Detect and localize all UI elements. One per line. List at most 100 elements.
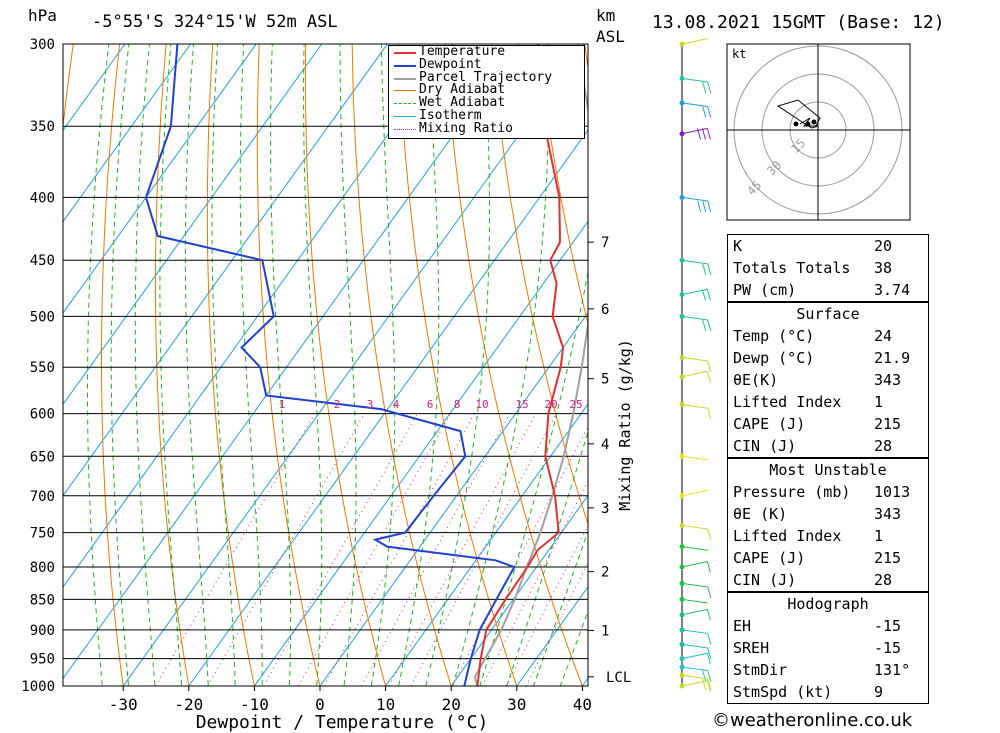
temperature-line xyxy=(476,44,565,686)
mixing-ratio-label: 4 xyxy=(393,398,400,411)
x-tick-label: -30 xyxy=(109,695,138,714)
chart-legend: Temperature Dewpoint Parcel Trajectory D… xyxy=(388,45,585,139)
wind-barb-shaft xyxy=(681,561,708,568)
dry-adiabat-line xyxy=(101,44,124,686)
wind-barb-flag xyxy=(696,128,701,140)
pressure-tick-label: 1000 xyxy=(21,679,55,695)
plot-area: 1 2 3 4 6 8 10 15 20 25 xyxy=(63,7,1000,712)
wet-adiabat-line xyxy=(506,430,588,686)
wind-barb-flag xyxy=(707,408,712,420)
wind-barb-shaft xyxy=(681,629,708,634)
wind-barb-shaft xyxy=(681,259,708,265)
wind-barb-shaft xyxy=(681,524,708,530)
wet-adiabat-line xyxy=(270,44,292,686)
km-tick-label: 6 xyxy=(601,302,609,318)
km-tick-label: 5 xyxy=(601,372,609,388)
x-tick-label: -20 xyxy=(174,695,203,714)
pressure-tick-label: 800 xyxy=(30,560,55,576)
wind-barb-flag xyxy=(706,289,711,301)
mixing-ratio-label: 10 xyxy=(475,398,488,411)
wind-barb-flag xyxy=(702,263,707,275)
wind-barb-flag xyxy=(697,200,702,213)
x-tick-label: 0 xyxy=(315,695,325,714)
wind-barb-shaft xyxy=(681,315,708,321)
km-tick-label: 3 xyxy=(601,501,609,517)
km-tick-label: LCL xyxy=(606,670,631,686)
wind-barb-flag xyxy=(706,609,711,621)
legend-item: Wet Adiabat xyxy=(389,96,584,110)
wet-adiabat-line xyxy=(398,44,440,686)
dewpoint-line xyxy=(144,44,516,686)
mixing-ratio-label: 15 xyxy=(515,398,528,411)
dry-adiabat-line xyxy=(305,44,387,686)
asl-unit: ASL xyxy=(596,27,625,46)
dry-adiabat-line xyxy=(351,44,452,686)
surface-title: Surface xyxy=(796,305,860,323)
wind-barb-flag xyxy=(706,128,711,140)
most-unstable-box: Most Unstable Pressure (mb) 1013 θE (K) 34… xyxy=(727,458,929,592)
pressure-tick-label: 850 xyxy=(30,592,55,608)
wind-barb-shaft xyxy=(681,370,708,378)
mu-li-row: Lifted Index 1 xyxy=(733,527,884,545)
sreh-row: SREH -15 xyxy=(733,639,902,657)
mu-theta-row: θE (K) 343 xyxy=(733,505,902,523)
isotherm-line xyxy=(253,220,588,686)
surface-dewp-row: Dewp (°C) 21.9 xyxy=(733,349,911,367)
mu-cape-row: CAPE (J) 215 xyxy=(733,549,902,567)
x-tick-label: 30 xyxy=(507,695,526,714)
stmdir-row: StmDir 131° xyxy=(733,661,911,679)
wind-barb-shaft xyxy=(681,404,708,409)
mixing-ratio-line xyxy=(154,413,316,686)
wet-adiabat-line xyxy=(339,44,357,686)
wind-barb-flag xyxy=(702,81,707,94)
wind-barb-shaft xyxy=(681,598,708,604)
hodograph-indices-box: Hodograph EH -15 SREH -15 StmDir 131° StmSp… xyxy=(727,592,929,704)
wind-barb-flag xyxy=(707,263,712,275)
wind-barb-shaft xyxy=(681,196,708,202)
dry-adiabat-line xyxy=(990,7,1000,712)
wind-barb-shaft xyxy=(681,608,708,616)
x-tick-label: 10 xyxy=(376,695,395,714)
legend-item: Temperature xyxy=(389,45,584,59)
wind-barb-flag xyxy=(706,653,711,665)
km-unit: km xyxy=(596,6,616,25)
legend-item: Isotherm xyxy=(389,109,584,123)
surface-box: Surface Temp (°C) 24 Dewp (°C) 21.9 θE(K) 3… xyxy=(727,302,929,458)
copyright-footer[interactable]: ©weatheronline.co.uk xyxy=(712,710,913,731)
wet-adiabat-line xyxy=(533,529,588,686)
mixing-ratio-label: 2 xyxy=(334,398,341,411)
pressure-tick-label: 350 xyxy=(30,119,55,135)
mixing-ratio-axis-label: Mixing Ratio (g/kg) xyxy=(616,339,634,511)
wind-barb-flag xyxy=(702,319,707,332)
hodograph-point xyxy=(811,119,817,125)
mixing-ratio-line xyxy=(451,425,588,686)
isotherm-line xyxy=(450,494,588,686)
wind-barb-shaft xyxy=(681,674,708,680)
mixing-ratio-label: 3 xyxy=(367,398,374,411)
mixing-ratio-label: 1 xyxy=(279,398,286,411)
dry-adiabat-line xyxy=(444,44,583,686)
wind-barb-shaft xyxy=(681,546,708,551)
dry-adiabat-line xyxy=(491,44,588,526)
wind-barb-shaft xyxy=(681,643,708,649)
wet-adiabat-line xyxy=(159,44,183,686)
dry-adiabat-line xyxy=(206,44,255,686)
legend-item: Dry Adiabat xyxy=(389,83,584,97)
wind-barb-flag xyxy=(701,128,706,140)
mixing-ratio-label: 20 xyxy=(544,398,557,411)
wind-barb-flag xyxy=(707,106,712,118)
mixing-ratio-line xyxy=(360,413,511,686)
parcel-trajectory-line xyxy=(473,44,588,686)
pressure-tick-label: 600 xyxy=(30,407,55,423)
dry-adiabat-line xyxy=(537,44,588,327)
wind-barb-flag xyxy=(707,633,712,645)
datetime-title: 13.08.2021 15GMT (Base: 12) xyxy=(652,12,945,33)
wet-adiabat-line xyxy=(452,44,550,686)
wind-barb-flag xyxy=(706,561,711,573)
km-tick-label: 1 xyxy=(601,623,609,639)
isotherm-line xyxy=(122,44,585,686)
mu-cin-row: CIN (J) 28 xyxy=(733,571,893,589)
isotherm-line xyxy=(63,44,126,132)
mixing-ratio-label: 8 xyxy=(454,398,461,411)
hodograph-unit: kt xyxy=(732,47,746,61)
